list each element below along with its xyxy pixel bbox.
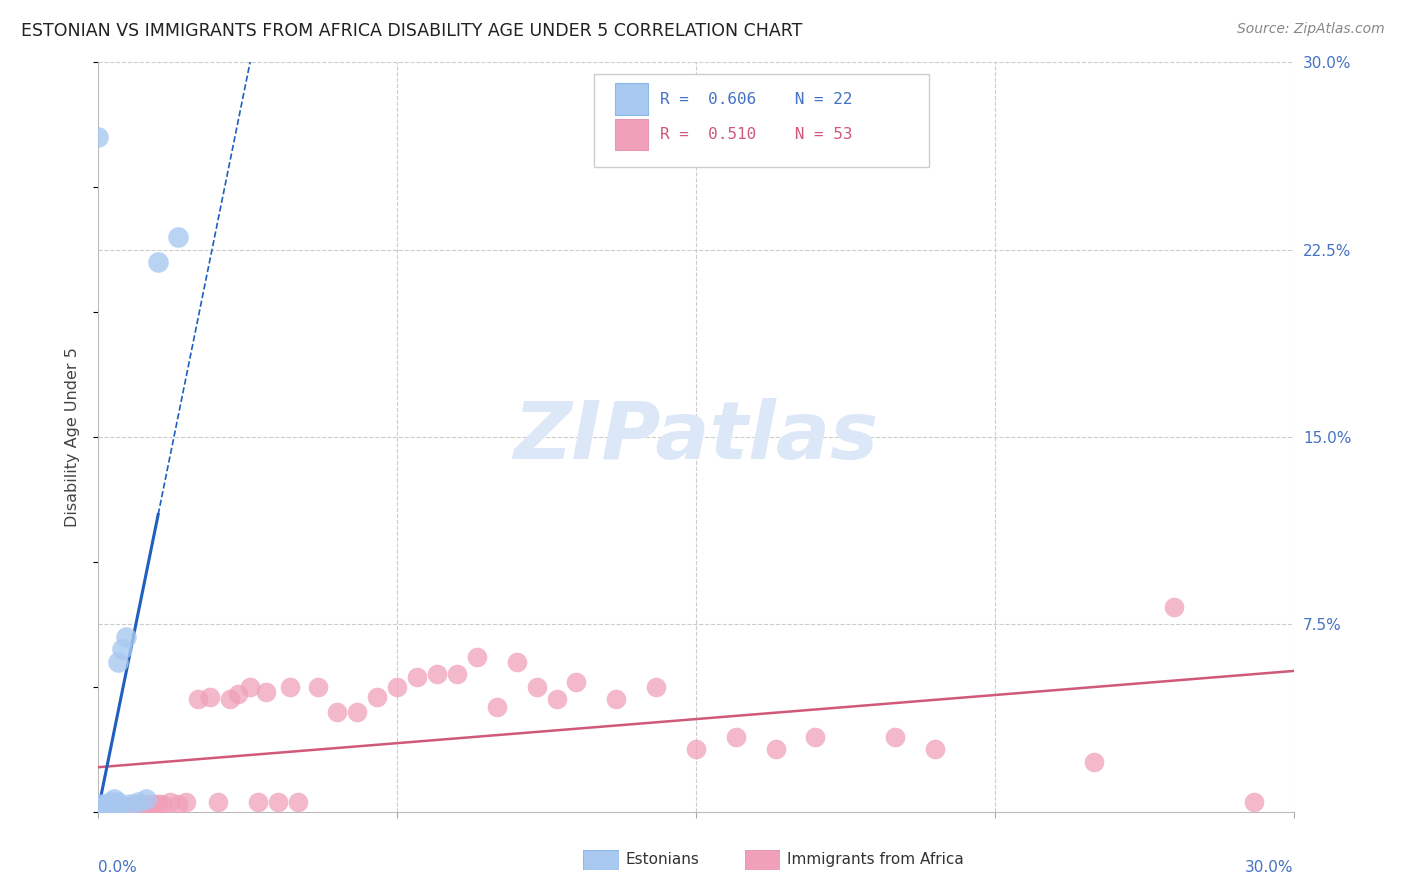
Point bbox=[724, 730, 747, 744]
Point bbox=[107, 799, 129, 814]
Point bbox=[159, 795, 181, 809]
Point bbox=[446, 667, 468, 681]
Point bbox=[98, 795, 122, 809]
Point bbox=[198, 690, 221, 704]
Point bbox=[565, 674, 588, 689]
Point bbox=[645, 680, 668, 694]
Point bbox=[326, 705, 349, 719]
Point bbox=[115, 630, 138, 644]
Point bbox=[1163, 599, 1185, 614]
Point bbox=[526, 680, 548, 694]
Point bbox=[287, 795, 309, 809]
Point bbox=[1083, 755, 1105, 769]
Point bbox=[506, 655, 529, 669]
Point bbox=[148, 255, 170, 269]
Point bbox=[174, 795, 197, 809]
Point bbox=[465, 649, 488, 664]
Point bbox=[605, 692, 627, 706]
Point bbox=[107, 802, 129, 816]
Point bbox=[167, 230, 190, 244]
Point bbox=[924, 742, 946, 756]
Point bbox=[385, 680, 409, 694]
FancyBboxPatch shape bbox=[614, 84, 648, 115]
Text: Estonians: Estonians bbox=[626, 853, 700, 867]
Point bbox=[226, 687, 249, 701]
Point bbox=[167, 797, 190, 812]
Point bbox=[148, 797, 170, 812]
Point bbox=[143, 797, 166, 812]
Point bbox=[115, 799, 138, 814]
Point bbox=[135, 797, 157, 812]
Point bbox=[267, 795, 290, 809]
Point bbox=[366, 690, 388, 704]
Text: ZIPatlas: ZIPatlas bbox=[513, 398, 879, 476]
Point bbox=[87, 130, 110, 145]
Point bbox=[91, 799, 114, 814]
Point bbox=[804, 730, 827, 744]
Point bbox=[98, 802, 122, 816]
Point bbox=[685, 742, 707, 756]
Point bbox=[120, 797, 142, 812]
Text: R =  0.510    N = 53: R = 0.510 N = 53 bbox=[661, 127, 852, 142]
Text: Source: ZipAtlas.com: Source: ZipAtlas.com bbox=[1237, 22, 1385, 37]
Point bbox=[546, 692, 568, 706]
Point bbox=[120, 799, 142, 814]
Point bbox=[91, 802, 114, 816]
Point bbox=[127, 799, 149, 814]
Point bbox=[426, 667, 449, 681]
Point bbox=[103, 802, 125, 816]
Point bbox=[246, 795, 269, 809]
Point bbox=[135, 792, 157, 806]
Point bbox=[127, 795, 149, 809]
Point bbox=[139, 799, 162, 814]
Point bbox=[96, 799, 118, 814]
Text: R =  0.606    N = 22: R = 0.606 N = 22 bbox=[661, 92, 852, 107]
Point bbox=[111, 642, 134, 657]
Point bbox=[485, 699, 508, 714]
FancyBboxPatch shape bbox=[614, 119, 648, 150]
Point bbox=[307, 680, 329, 694]
Point bbox=[91, 797, 114, 812]
Text: ESTONIAN VS IMMIGRANTS FROM AFRICA DISABILITY AGE UNDER 5 CORRELATION CHART: ESTONIAN VS IMMIGRANTS FROM AFRICA DISAB… bbox=[21, 22, 803, 40]
Point bbox=[107, 655, 129, 669]
Point bbox=[131, 797, 153, 812]
FancyBboxPatch shape bbox=[595, 74, 929, 168]
Point bbox=[96, 802, 118, 816]
Point bbox=[278, 680, 301, 694]
Point bbox=[207, 795, 229, 809]
Point bbox=[124, 797, 146, 812]
Point bbox=[150, 797, 173, 812]
Point bbox=[103, 792, 125, 806]
Text: 0.0%: 0.0% bbox=[98, 861, 138, 875]
Point bbox=[254, 685, 277, 699]
Point bbox=[765, 742, 787, 756]
Point bbox=[346, 705, 368, 719]
Text: Immigrants from Africa: Immigrants from Africa bbox=[787, 853, 965, 867]
Point bbox=[406, 670, 429, 684]
Point bbox=[98, 799, 122, 814]
Y-axis label: Disability Age Under 5: Disability Age Under 5 bbox=[65, 347, 80, 527]
Point bbox=[96, 797, 118, 812]
Point bbox=[884, 730, 907, 744]
Point bbox=[111, 799, 134, 814]
Point bbox=[239, 680, 262, 694]
Point bbox=[1243, 795, 1265, 809]
Text: 30.0%: 30.0% bbox=[1246, 861, 1294, 875]
Point bbox=[219, 692, 242, 706]
Point bbox=[98, 797, 122, 812]
Point bbox=[107, 795, 129, 809]
Point bbox=[103, 797, 125, 812]
Point bbox=[187, 692, 209, 706]
